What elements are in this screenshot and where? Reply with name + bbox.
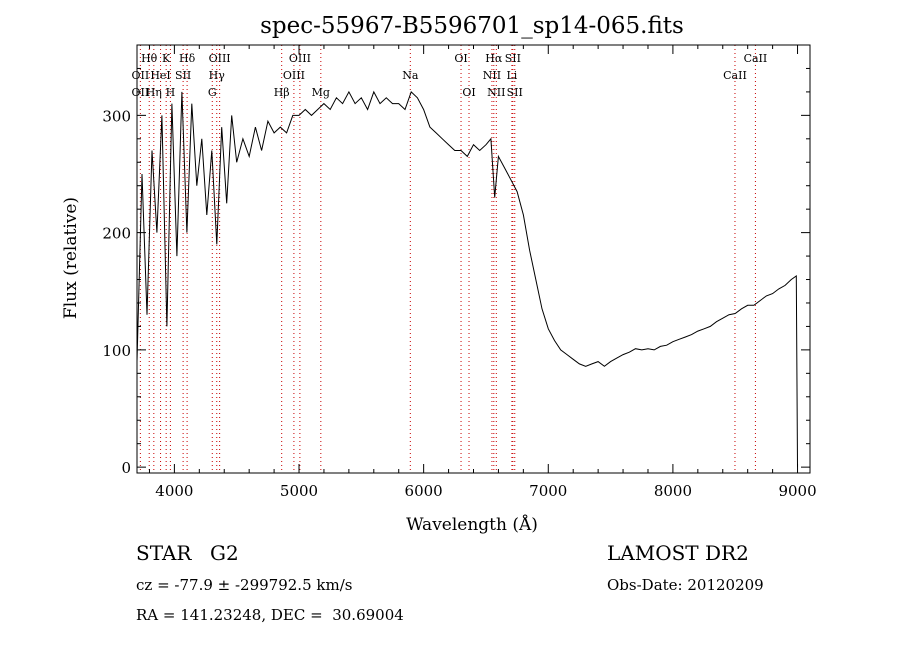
x-tick-label: 4000 (155, 482, 193, 500)
line-label: OIII (289, 52, 311, 65)
observation-date: Obs-Date: 20120209 (607, 576, 764, 594)
y-tick-label: 200 (102, 225, 131, 243)
line-label: Mg (312, 86, 330, 99)
redshift-info: cz = -77.9 ± -299792.5 km/s (136, 576, 353, 594)
spectrum-line (136, 90, 798, 468)
object-class: STAR (136, 541, 192, 565)
line-label: OIII (209, 52, 231, 65)
line-label: SII (175, 69, 191, 82)
line-label: OIII (283, 69, 305, 82)
line-label: SII (505, 52, 521, 65)
y-axis-label: Flux (relative) (61, 197, 81, 319)
coordinates: RA = 141.23248, DEC = 30.69004 (136, 606, 404, 624)
line-label: OI (462, 86, 475, 99)
line-label: Na (402, 69, 419, 82)
y-tick-label: 100 (102, 342, 131, 360)
line-label: Hγ (209, 69, 226, 82)
plot-frame (136, 44, 811, 474)
line-label: HeI (150, 69, 170, 82)
y-tick-label: 300 (102, 107, 131, 125)
x-tick-label: 5000 (280, 482, 318, 500)
line-label: CaII (723, 69, 747, 82)
object-subclass: G2 (210, 541, 239, 565)
x-axis-label: Wavelength (Å) (406, 514, 538, 535)
y-tick-label: 0 (121, 459, 131, 477)
x-tick-label: 8000 (654, 482, 692, 500)
line-label: CaII (744, 52, 768, 65)
x-tick-label: 6000 (405, 482, 443, 500)
line-label: G (208, 86, 217, 99)
line-label: SII (507, 86, 523, 99)
line-label: Hθ (141, 52, 158, 65)
chart-title: spec-55967-B5596701_sp14-065.fits (260, 13, 684, 39)
survey-name: LAMOST DR2 (607, 541, 749, 565)
line-label: OI (454, 52, 467, 65)
line-label: Hα (485, 52, 503, 65)
line-markers (139, 45, 756, 473)
line-label: OII (132, 86, 150, 99)
line-label: Hβ (274, 86, 290, 99)
line-label: Li (506, 69, 517, 82)
line-label: Hδ (179, 52, 196, 65)
line-label: K (162, 52, 171, 65)
line-label: NII (483, 69, 501, 82)
x-tick-label: 7000 (529, 482, 567, 500)
axis-ticks: 4000 5000 6000 7000 8000 9000 0 100 200 300 (102, 45, 817, 500)
line-label: H (166, 86, 176, 99)
line-label: OII (132, 69, 150, 82)
line-label: NII (487, 86, 505, 99)
line-label: Hη (146, 86, 162, 99)
x-tick-label: 9000 (778, 482, 816, 500)
